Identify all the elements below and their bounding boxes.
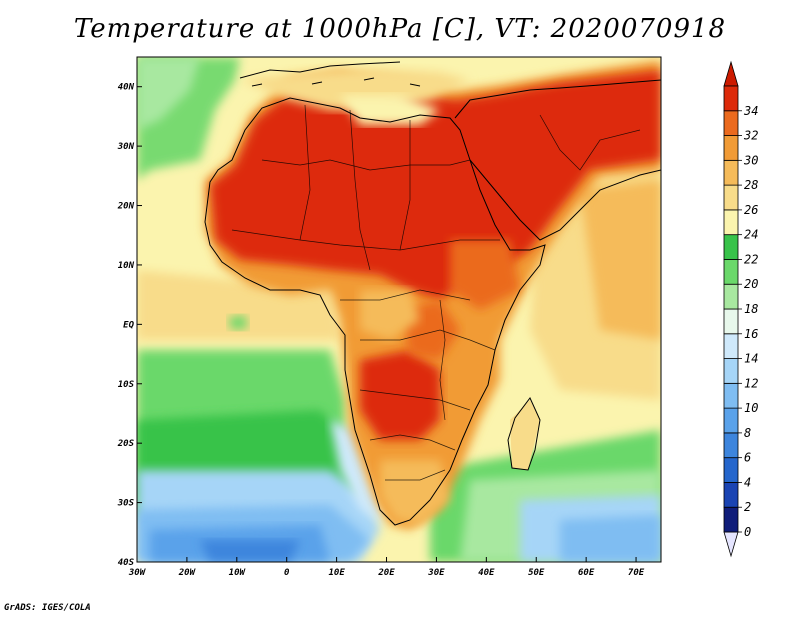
y-tick-label: 10N [118,261,135,271]
x-tick-label: 50E [528,568,545,578]
colorbar-label: 2 [744,500,751,514]
colorbar-label: 26 [744,203,758,217]
x-tick-label: 10E [328,568,345,578]
x-tick-label: 20W [178,568,197,578]
x-tick-label: 60E [578,568,595,578]
x-tick-label: 30W [128,568,147,578]
colorbar-label: 22 [744,252,758,266]
colorbar-swatch [723,234,739,260]
y-axis-ticks: 40N 30N 20N 10N EQ 10S 20S 30S 40S [117,83,142,568]
y-tick-label: 20N [117,202,135,212]
footer-credit: GrADS: IGES/COLA [4,603,91,613]
x-tick-label: 0 [284,568,290,578]
colorbar-swatch [723,432,739,459]
colorbar-swatch [723,283,739,310]
colorbar-label: 12 [744,376,758,390]
y-tick-label: 20S [117,439,135,449]
colorbar-swatch [723,358,739,384]
colorbar-label: 14 [744,352,758,366]
colorbar-swatch [723,209,739,236]
colorbar-label: 10 [744,401,758,415]
colorbar-swatch [723,184,739,211]
colorbar-label: 6 [744,451,751,465]
x-tick-label: 20E [377,568,395,578]
country-borders [231,104,641,481]
colorbar-label: 16 [744,327,758,341]
colorbar-swatch [723,333,739,359]
y-tick-label: 40N [118,83,135,93]
colorbar-swatch [723,259,739,285]
y-tick-label: 30N [117,142,135,152]
colorbar-swatch [723,407,739,434]
colorbar-swatch [723,382,739,409]
colorbar-label: 20 [744,277,758,291]
x-tick-label: 70E [628,568,645,578]
map-title: Temperature at 1000hPa [C], VT: 20200709… [73,14,727,44]
colorbar-label: 30 [743,153,758,167]
map-frame [136,56,662,563]
colorbar-swatch [723,506,739,533]
colorbar-under-triangle [723,531,739,558]
x-axis-ticks: 30W 20W 10W 0 10E 20E 30E 40E 50E 60E 70E [128,557,645,578]
colorbar-swatch [723,110,739,136]
colorbar-label: 24 [744,228,758,242]
x-tick-label: 40E [478,568,495,578]
colorbar-swatch [723,482,739,508]
colorbar-swatch [723,85,739,112]
colorbar-swatch [723,135,739,161]
colorbar-label: 32 [743,129,758,143]
colorbar-label: 18 [744,302,758,316]
temperature-field [137,57,661,562]
y-tick-label: EQ [123,320,134,330]
colorbar-label: 4 [744,475,751,489]
colorbar-swatch [723,308,739,335]
colorbar-swatch [723,457,739,483]
y-tick-label: 30S [117,499,135,509]
colorbar-label: 8 [744,426,751,440]
colorbar-label: 34 [743,104,758,118]
y-tick-label: 40S [118,558,135,568]
colorbar-label: 0 [744,525,751,539]
x-tick-label: 30E [427,568,445,578]
x-tick-label: 10W [229,568,247,578]
y-tick-label: 10S [118,380,135,390]
colorbar-over-triangle [723,60,739,87]
colorbar-label: 28 [744,178,758,192]
colorbar-swatch [723,159,739,186]
